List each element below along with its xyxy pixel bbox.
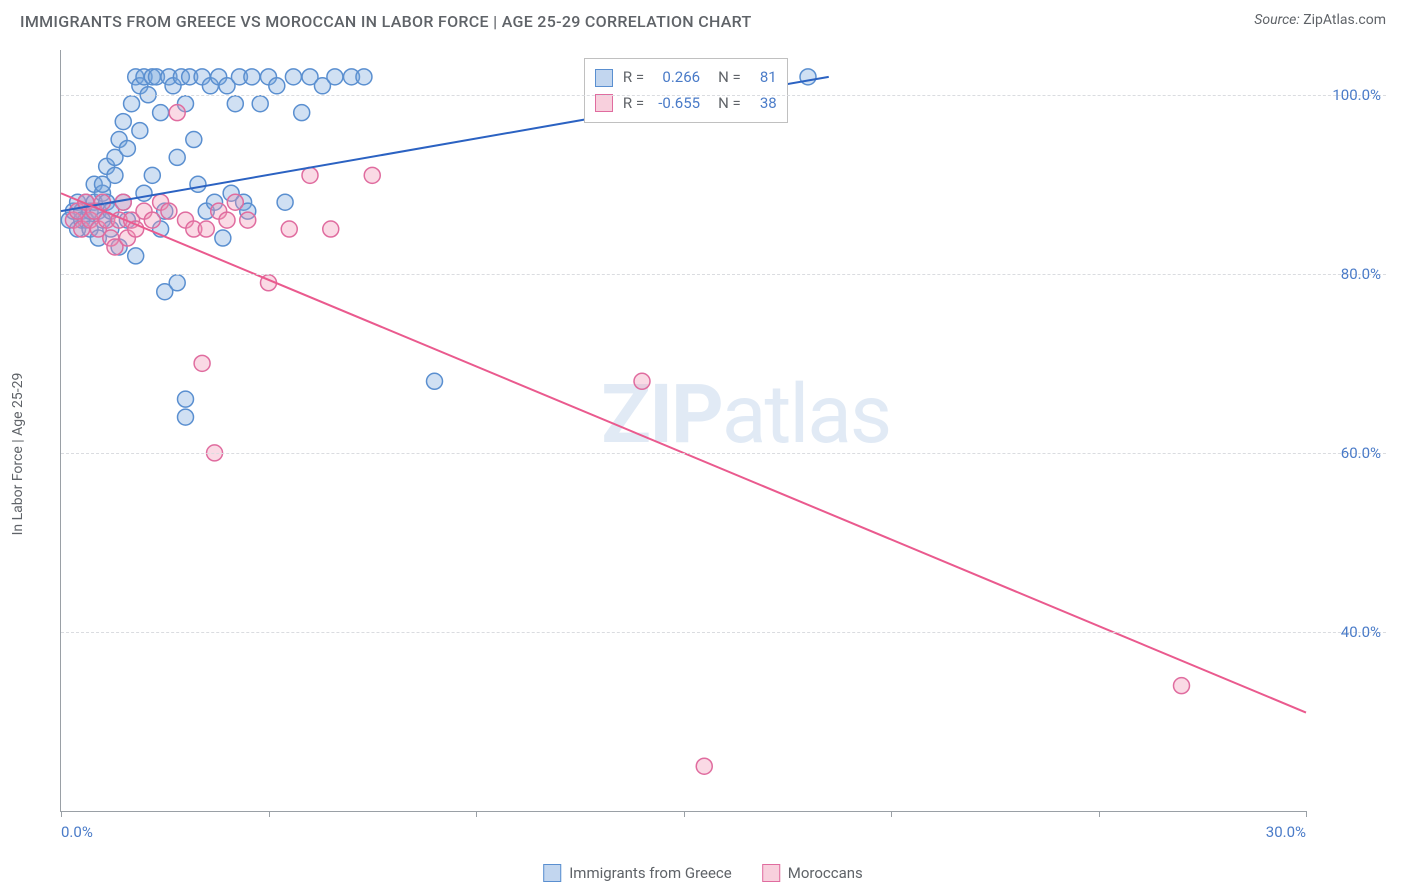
scatter-point bbox=[128, 248, 144, 264]
x-tick bbox=[684, 811, 685, 817]
legend-label: Moroccans bbox=[788, 864, 863, 882]
scatter-point bbox=[269, 78, 285, 94]
legend-label: Immigrants from Greece bbox=[569, 864, 732, 882]
scatter-point bbox=[294, 105, 310, 121]
scatter-point bbox=[107, 167, 123, 183]
legend-item: Moroccans bbox=[762, 864, 863, 882]
y-tick-label: 80.0% bbox=[1341, 265, 1381, 283]
scatter-point bbox=[119, 140, 135, 156]
plot-svg bbox=[61, 50, 1306, 811]
scatter-point bbox=[244, 69, 260, 85]
plot-area: ZIPatlas R =0.266N =81R =-0.655N =38 40.… bbox=[60, 50, 1306, 812]
scatter-point bbox=[178, 391, 194, 407]
gridline bbox=[61, 274, 1386, 275]
legend-item: Immigrants from Greece bbox=[543, 864, 732, 882]
y-axis-label: In Labor Force | Age 25-29 bbox=[10, 373, 26, 536]
scatter-point bbox=[219, 212, 235, 228]
x-tick bbox=[1099, 811, 1100, 817]
scatter-point bbox=[227, 96, 243, 112]
scatter-point bbox=[198, 221, 214, 237]
x-tick-label: 0.0% bbox=[61, 823, 93, 841]
x-tick bbox=[61, 811, 62, 817]
scatter-point bbox=[190, 176, 206, 192]
x-tick bbox=[269, 811, 270, 817]
scatter-point bbox=[227, 194, 243, 210]
scatter-point bbox=[124, 96, 140, 112]
x-tick bbox=[476, 811, 477, 817]
scatter-point bbox=[696, 758, 712, 774]
scatter-point bbox=[132, 123, 148, 139]
bottom-legend: Immigrants from Greece Moroccans bbox=[543, 864, 863, 882]
series-swatch bbox=[595, 69, 613, 87]
scatter-point bbox=[144, 167, 160, 183]
r-value: 0.266 bbox=[650, 65, 700, 91]
scatter-point bbox=[285, 69, 301, 85]
y-tick-label: 40.0% bbox=[1341, 623, 1381, 641]
scatter-point bbox=[1174, 678, 1190, 694]
chart-title: IMMIGRANTS FROM GREECE VS MOROCCAN IN LA… bbox=[20, 12, 752, 31]
scatter-point bbox=[427, 373, 443, 389]
stats-row: R = 0.266 N = 81 bbox=[595, 65, 777, 91]
scatter-point bbox=[194, 355, 210, 371]
y-tick-label: 60.0% bbox=[1341, 444, 1381, 462]
scatter-point bbox=[115, 114, 131, 130]
scatter-point bbox=[323, 221, 339, 237]
scatter-point bbox=[277, 194, 293, 210]
r-label: R = bbox=[623, 65, 644, 91]
scatter-point bbox=[144, 212, 160, 228]
scatter-point bbox=[364, 167, 380, 183]
x-tick bbox=[891, 811, 892, 817]
source-label: Source: bbox=[1254, 12, 1299, 28]
scatter-point bbox=[136, 185, 152, 201]
x-tick-label: 30.0% bbox=[1266, 823, 1306, 841]
source: Source: ZipAtlas.com bbox=[1254, 12, 1386, 28]
scatter-point bbox=[240, 212, 256, 228]
n-label: N = bbox=[718, 65, 741, 91]
legend-swatch bbox=[762, 864, 780, 882]
scatter-point bbox=[169, 275, 185, 291]
scatter-point bbox=[252, 96, 268, 112]
scatter-point bbox=[169, 105, 185, 121]
chart-container: In Labor Force | Age 25-29 ZIPatlas R =0… bbox=[50, 50, 1386, 842]
gridline bbox=[61, 632, 1386, 633]
scatter-point bbox=[186, 132, 202, 148]
gridline bbox=[61, 453, 1386, 454]
source-value: ZipAtlas.com bbox=[1303, 12, 1386, 28]
stats-box: R =0.266N =81R =-0.655N =38 bbox=[584, 58, 788, 123]
scatter-point bbox=[302, 167, 318, 183]
gridline bbox=[61, 95, 1386, 96]
scatter-point bbox=[634, 373, 650, 389]
scatter-point bbox=[327, 69, 343, 85]
y-tick-label: 100.0% bbox=[1332, 86, 1381, 104]
scatter-point bbox=[356, 69, 372, 85]
scatter-point bbox=[161, 203, 177, 219]
series-swatch bbox=[595, 94, 613, 112]
scatter-point bbox=[215, 230, 231, 246]
scatter-point bbox=[178, 409, 194, 425]
n-value: 81 bbox=[747, 65, 777, 91]
scatter-point bbox=[169, 149, 185, 165]
scatter-point bbox=[153, 105, 169, 121]
x-tick bbox=[1306, 811, 1307, 817]
header: IMMIGRANTS FROM GREECE VS MOROCCAN IN LA… bbox=[0, 0, 1406, 39]
legend-swatch bbox=[543, 864, 561, 882]
scatter-point bbox=[281, 221, 297, 237]
